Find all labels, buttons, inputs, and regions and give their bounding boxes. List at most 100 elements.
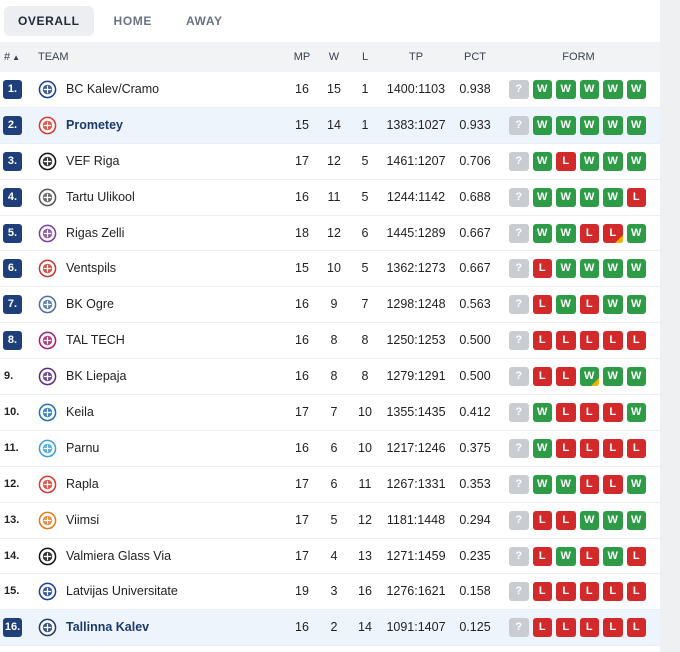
table-row[interactable]: 5. Rigas Zelli 18 12 6 1445:1289 0.667? W W L L W — [0, 216, 660, 252]
win-badge[interactable]: W — [626, 259, 646, 279]
loss-badge[interactable]: L — [556, 510, 576, 530]
win-badge[interactable]: W — [579, 151, 599, 171]
win-badge[interactable]: W — [626, 510, 646, 530]
wins-header[interactable]: W — [328, 51, 340, 63]
table-row[interactable]: 2. Prometey 15 14 1 1383:1027 0.933? W W W W W — [0, 107, 660, 144]
loss-badge[interactable]: L — [603, 403, 623, 423]
win-badge[interactable]: W — [626, 80, 646, 99]
win-badge[interactable]: W — [579, 80, 599, 99]
win-badge[interactable]: W — [626, 474, 646, 494]
win-badge[interactable]: W — [532, 223, 552, 243]
next-game-badge[interactable]: ? — [509, 403, 529, 423]
win-badge[interactable]: W — [532, 115, 552, 135]
loss-badge[interactable]: L — [556, 151, 576, 171]
mp-header[interactable]: MP — [293, 51, 311, 63]
loss-badge[interactable]: L — [579, 295, 599, 315]
next-game-badge[interactable]: ? — [509, 510, 529, 530]
scrollbar[interactable] — [660, 0, 680, 652]
win-badge[interactable]: W — [556, 546, 576, 566]
next-game-badge[interactable]: ? — [509, 582, 529, 602]
loss-badge[interactable]: L — [556, 367, 576, 387]
next-game-badge[interactable]: ? — [509, 367, 529, 387]
win-badge[interactable]: W — [532, 403, 552, 423]
table-row[interactable]: 12. Rapla 17 6 11 1267:1331 0.353? W W L L W — [0, 467, 660, 503]
next-game-badge[interactable]: ? — [509, 618, 529, 638]
table-row[interactable]: 10. Keila 17 7 10 1355:1435 0.412? W L L L W — [0, 395, 660, 431]
win-badge[interactable]: W — [556, 295, 576, 315]
table-row[interactable]: 9. BK Liepaja 16 8 8 1279:1291 0.500? L L W W W — [0, 359, 660, 396]
next-game-badge[interactable]: ? — [509, 259, 529, 279]
next-game-badge[interactable]: ? — [509, 115, 529, 135]
loss-badge[interactable]: L — [579, 331, 599, 351]
win-badge[interactable]: W — [579, 259, 599, 279]
next-game-badge[interactable]: ? — [509, 546, 529, 566]
win-badge[interactable]: W — [626, 295, 646, 315]
win-badge[interactable]: W — [603, 510, 623, 530]
table-row[interactable]: 3. VEF Riga 17 12 5 1461:1207 0.706? W L W W W — [0, 144, 660, 180]
loss-badge[interactable]: L — [556, 438, 576, 458]
table-row[interactable]: 13. Viimsi 17 5 12 1181:1448 0.294? L L W W W — [0, 503, 660, 539]
win-badge[interactable]: W — [579, 367, 599, 387]
loss-badge[interactable]: L — [556, 582, 576, 602]
loss-badge[interactable]: L — [579, 474, 599, 494]
loss-badge[interactable]: L — [532, 618, 552, 638]
loss-badge[interactable]: L — [579, 546, 599, 566]
win-badge[interactable]: W — [603, 115, 623, 135]
loss-badge[interactable]: L — [532, 295, 552, 315]
team-name-link[interactable]: BC Kalev/Cramo — [66, 82, 160, 96]
win-badge[interactable]: W — [603, 187, 623, 207]
win-badge[interactable]: W — [556, 187, 576, 207]
points-header[interactable]: TP — [408, 51, 424, 63]
win-badge[interactable]: W — [626, 403, 646, 423]
team-name-link[interactable]: Ventspils — [66, 261, 117, 276]
team-name-link[interactable]: Rigas Zelli — [66, 225, 125, 240]
loss-badge[interactable]: L — [603, 331, 623, 351]
win-badge[interactable]: W — [603, 151, 623, 171]
team-name-link[interactable]: VEF Riga — [66, 153, 120, 168]
team-name-link[interactable]: Parnu — [66, 440, 100, 455]
table-row[interactable]: 15. Latvijas Universitate 19 3 16 1276:1621 0.… — [0, 574, 660, 611]
win-badge[interactable]: W — [556, 474, 576, 494]
loss-badge[interactable]: L — [556, 331, 576, 351]
team-name-link[interactable]: BK Ogre — [66, 297, 114, 312]
win-badge[interactable]: W — [603, 546, 623, 566]
loss-badge[interactable]: L — [532, 546, 552, 566]
win-badge[interactable]: W — [532, 80, 552, 99]
table-row[interactable]: 4. Tartu Ulikool 16 11 5 1244:1142 0.688? W W W W L — [0, 180, 660, 216]
loss-badge[interactable]: L — [626, 187, 646, 207]
table-row[interactable]: 7. BK Ogre 16 9 7 1298:1248 0.563? L W L W W — [0, 287, 660, 324]
team-name-link[interactable]: Tartu Ulikool — [66, 189, 135, 204]
loss-badge[interactable]: L — [626, 331, 646, 351]
table-row[interactable]: 14. Valmiera Glass Via 17 4 13 1271:1459 0.235… — [0, 539, 660, 575]
win-badge[interactable]: W — [556, 259, 576, 279]
win-badge[interactable]: W — [532, 438, 552, 458]
loss-badge[interactable]: L — [532, 510, 552, 530]
next-game-badge[interactable]: ? — [509, 331, 529, 351]
loss-badge[interactable]: L — [579, 223, 599, 243]
win-badge[interactable]: W — [532, 187, 552, 207]
next-game-badge[interactable]: ? — [509, 295, 529, 315]
team-name-link[interactable]: Tallinna Kalev — [66, 620, 150, 635]
team-header[interactable]: TEAM — [38, 51, 69, 63]
win-badge[interactable]: W — [532, 474, 552, 494]
loss-badge[interactable]: L — [579, 438, 599, 458]
loss-badge[interactable]: L — [579, 618, 599, 638]
loss-badge[interactable]: L — [532, 259, 552, 279]
team-name-link[interactable]: Latvijas Universitate — [66, 584, 178, 599]
next-game-badge[interactable]: ? — [509, 474, 529, 494]
team-name-link[interactable]: Keila — [66, 405, 94, 420]
loss-badge[interactable]: L — [603, 618, 623, 638]
table-row[interactable]: 6. Ventspils 15 10 5 1362:1273 0.667? L W W W W — [0, 251, 660, 288]
loss-badge[interactable]: L — [603, 582, 623, 602]
win-badge[interactable]: W — [579, 115, 599, 135]
team-name-link[interactable]: Viimsi — [66, 512, 100, 527]
loss-badge[interactable]: L — [626, 618, 646, 638]
win-badge[interactable]: W — [579, 510, 599, 530]
table-row[interactable]: 11. Parnu 16 6 10 1217:1246 0.375? W L L L L — [0, 431, 660, 467]
loss-badge[interactable]: L — [532, 331, 552, 351]
win-badge[interactable]: W — [603, 259, 623, 279]
next-game-badge[interactable]: ? — [509, 187, 529, 207]
loss-badge[interactable]: L — [556, 403, 576, 423]
loss-badge[interactable]: L — [532, 582, 552, 602]
pct-header[interactable]: PCT — [464, 51, 486, 63]
